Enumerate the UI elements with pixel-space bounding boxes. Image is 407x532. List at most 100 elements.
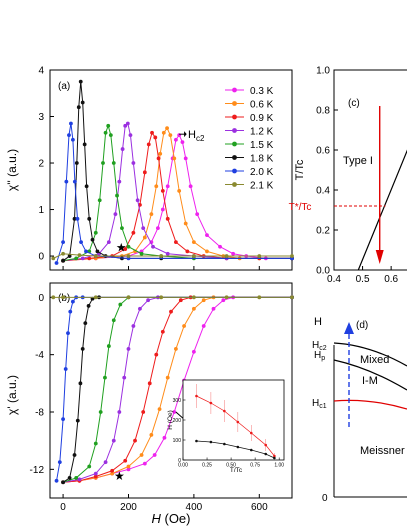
inset-ytick-label: 0 [178,458,181,464]
panel-a-data-point [159,254,164,258]
panel-d-hc2-curve [333,342,407,367]
panel-c-ytick-label: 0.4 [316,186,330,197]
inset-data-point [209,440,213,444]
panel-a-data-point [93,254,98,258]
panel-b-data-point [72,453,77,457]
panel-a-yticks: 0 1 2 3 4 [38,66,260,270]
panel-d-axis-label: H [314,316,322,328]
panel-a-data-point [79,240,83,244]
panel-b-data-point [61,417,65,422]
panel-b-data-point [98,410,103,414]
panel-a: (a) χ'' (a.u.) 0 1 2 3 4 ★ 0.3 K 0.6 K 0.9 K 1.… [5,66,294,271]
panel-b-data-point [165,375,170,380]
panel-b-xlabel-main: H [151,511,161,526]
legend: 0.3 K 0.6 K 0.9 K 1.2 K 1.5 K 1.8 K 2.0 K 2.1 K [225,86,274,192]
panel-a-data-point [205,233,209,238]
panel-c-xtick-label: 0.4 [327,274,341,285]
panel-b-data-point [224,295,229,300]
inset-data-point [264,452,268,456]
inset-data-point [273,454,276,458]
panel-a-data-point [72,179,77,184]
panel-a-data-point [108,133,113,138]
panel-b-data-point [93,441,98,446]
panel-a-data-point [75,216,80,221]
panel-a-tag: (a) [58,81,70,92]
panel-a-data-point [165,126,169,131]
panel-b-data-point [149,433,154,437]
panel-c-ytick-label: 0.0 [316,266,330,277]
panel-a-data-point [84,184,89,189]
inset-data-point [264,443,268,447]
panel-a-data-point [168,133,173,138]
panel-a-data-point [161,130,166,135]
panel-a-data-point [61,258,65,263]
inset-ylabel: H (Oe) [167,410,174,430]
panel-a-data-point [84,249,88,254]
panel-b-data-point [172,410,177,414]
panel-c-ytick-label: 0.6 [316,146,330,157]
panel-b-data-point [61,480,65,485]
inset-data-point [249,448,253,452]
inset-data-point [273,456,276,460]
panel-a-ytick-label: 0 [38,252,44,263]
legend-label: 1.5 K [250,140,274,151]
panel-a-data-point [78,79,83,84]
panel-d-hc1-label: Hc1 [312,398,327,410]
panel-b-data-point [178,298,183,303]
panel-b-xticks: 0 200 400 600 [60,494,268,513]
panel-d-hc2-main: H [312,340,319,351]
inset-xticks: 0.00 0.25 0.50 0.75 1.00 [178,457,284,469]
panel-c-graph [334,106,407,271]
panel-c-ylabel: T/Tc [294,159,306,180]
panel-b-data-point [66,331,70,336]
panel-a-data-point [80,256,85,261]
inset-ytick-label: 100 [173,438,182,444]
panel-a-data-point [128,133,133,138]
panel-b-data-point [159,295,164,300]
panel-d-hp-label: Hp [314,350,325,362]
panel-a-data-point [113,212,118,217]
legend-marker [232,182,237,187]
panel-a-data-point [61,251,65,256]
panel-b-xlabel-unit: (Oe) [161,511,191,526]
panel-b-data-point [131,324,136,328]
panel-b-xtick-label: 0 [60,502,66,513]
panel-a-data-point [142,235,147,240]
panel-a-curves: ★ [51,79,294,265]
panel-a-data-point [61,240,65,244]
panel-b-data-point [152,453,157,457]
panel-b-data-point [110,468,115,473]
legend-label: 2.1 K [250,181,274,192]
panel-a-data-point [76,105,81,110]
panel-a-data-point [125,121,130,126]
panel-d-dashed-arrow-head [344,322,354,334]
panel-d-hc2-sub: c2 [319,345,327,352]
panel-b-data-point [67,476,72,480]
panel-a-ytick-label: 4 [38,66,44,77]
panel-a-hc2-arrow-head [184,131,187,138]
panel-b-xtick-label: 200 [120,502,137,513]
panel-a-data-point [126,254,131,258]
inset-data-point [209,401,213,405]
panel-d-origin-label: 0 [322,493,328,504]
panel-a-data-point [67,133,71,138]
inset-data-point [249,431,253,435]
panel-b-data-point [133,438,137,443]
inset-xtick-label: 0.25 [202,463,212,469]
panel-a-data-point [131,230,136,235]
panel-a-data-point [95,249,100,254]
legend-marker [232,155,237,160]
panel-a-data-point [177,189,182,193]
panel-a-data-point [174,240,178,244]
panel-b-data-point [191,349,196,354]
panel-b-data-point [110,471,115,476]
panel-a-data-point [54,261,59,265]
panel-d: H (d) 0 Hc2 Hp Hc1 Mixed I-M Meissner [312,316,407,504]
panel-a-data-point [90,237,95,242]
panel-a-data-point [156,226,160,231]
legend-label: 0.6 K [250,100,274,111]
panel-b-data-point [160,329,165,334]
panel-d-hc1-main: H [312,398,319,409]
panel-a-data-point [135,198,140,203]
